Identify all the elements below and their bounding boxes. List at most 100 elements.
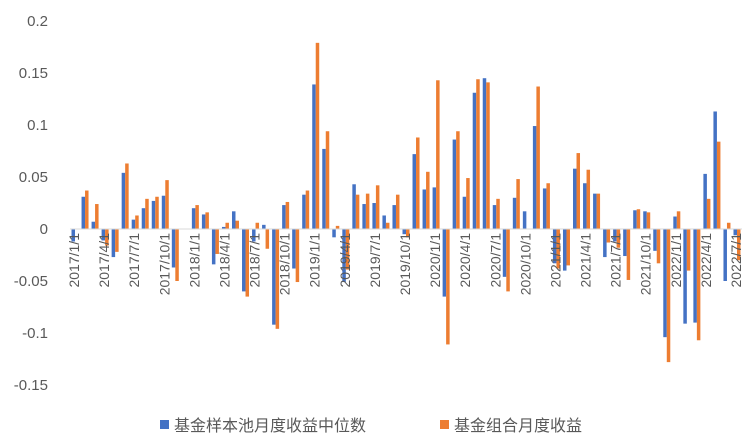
bar-median [663,229,667,338]
bar-portfolio [375,185,380,229]
bar-median [573,168,577,229]
bar-median [412,154,417,229]
bar-median [482,78,487,229]
x-tick-label: 2019/1/1 [307,233,323,288]
bar-median [161,195,166,229]
bar-median [452,139,457,229]
bar-median [131,219,136,229]
bar-median [171,229,176,268]
bar-portfolio [215,229,219,254]
bar-portfolio [476,79,480,230]
bar-median [542,188,547,229]
bar-portfolio [506,229,510,292]
bar-median [633,210,637,229]
bar-portfolio [466,178,470,229]
x-tick-label: 2019/10/1 [397,233,413,295]
bar-median [392,205,396,229]
bar-portfolio [295,229,300,283]
y-tick-label: -0.05 [14,273,48,290]
legend: 基金样本池月度收益中位数 基金组合月度收益 [160,416,582,435]
x-tick-label: 2019/4/1 [337,233,353,288]
bar-portfolio [696,229,701,341]
bar-median [442,229,447,297]
bar-portfolio [406,229,410,238]
bar-portfolio [646,212,651,229]
bar-portfolio [325,131,330,229]
bar-portfolio [305,190,310,229]
bar-portfolio [255,222,260,229]
bar-median [312,84,316,229]
x-tick-label: 2022/1/1 [668,233,684,288]
bar-portfolio [616,229,621,248]
bar-median [362,204,366,229]
y-tick-label: 0.05 [19,169,48,186]
x-tick-label: 2018/4/1 [216,233,232,288]
legend-swatch-portfolio [440,420,449,429]
bar-portfolio [716,141,721,229]
bar-portfolio [586,169,591,229]
bar-median [683,229,687,324]
x-tick-label: 2017/10/1 [156,233,172,295]
bar-portfolio [205,212,209,229]
bar-portfolio [385,222,390,229]
bar-portfolio [676,211,681,229]
bar-median [422,189,427,229]
bar-median [583,183,587,229]
bar-median [723,229,727,281]
bar-portfolio [365,193,370,229]
bar-portfolio [105,229,109,246]
y-tick-label: -0.1 [22,325,48,342]
bar-median [282,205,286,229]
bar-portfolio [195,205,199,229]
bar-median [532,126,537,229]
bar-portfolio [315,42,320,230]
bar-median [623,229,627,257]
bar-median [522,211,527,229]
bar-portfolio [436,80,440,229]
y-tick-label: 0.15 [19,65,48,82]
bar-median [262,224,266,229]
bar-median [201,214,206,229]
x-tick-label: 2018/1/1 [186,233,202,288]
bar-portfolio [235,220,239,229]
bar-median [432,187,437,229]
bar-median [302,194,306,229]
bar-portfolio [245,229,250,297]
x-tick-label: 2020/4/1 [457,233,473,288]
bar-portfolio [416,137,420,229]
bar-median [242,229,246,292]
bar-portfolio [556,229,560,269]
bar-median [653,229,657,251]
x-tick-label: 2021/4/1 [578,233,594,288]
bar-median [352,184,356,229]
x-tick-label: 2017/7/1 [126,233,142,288]
bar-portfolio [496,198,500,229]
y-tick-label: 0.2 [27,13,48,30]
x-tick-label: 2022/4/1 [698,233,714,288]
bar-portfolio [726,222,731,229]
x-tick-label: 2019/7/1 [367,233,383,288]
legend-label-portfolio: 基金组合月度收益 [454,416,582,435]
bar-median [121,172,126,229]
bar-median [151,200,156,229]
bar-median [342,229,346,283]
bar-median [643,211,647,229]
bar-median [733,229,737,236]
bar-median [693,229,697,323]
bar-portfolio [135,215,139,229]
bar-median [603,229,607,258]
bar-median [512,197,517,229]
bars [71,42,741,363]
bar-portfolio [576,153,581,229]
bar-portfolio [175,229,179,281]
bar-median [462,196,467,229]
bar-median [552,229,557,264]
legend-swatch-median [160,420,169,429]
x-tick-label: 2021/10/1 [638,233,654,295]
x-tick-label: 2020/1/1 [427,233,443,288]
bar-portfolio [85,190,89,229]
bar-median [703,173,707,229]
bar-median [382,215,386,229]
bar-median [252,229,256,242]
